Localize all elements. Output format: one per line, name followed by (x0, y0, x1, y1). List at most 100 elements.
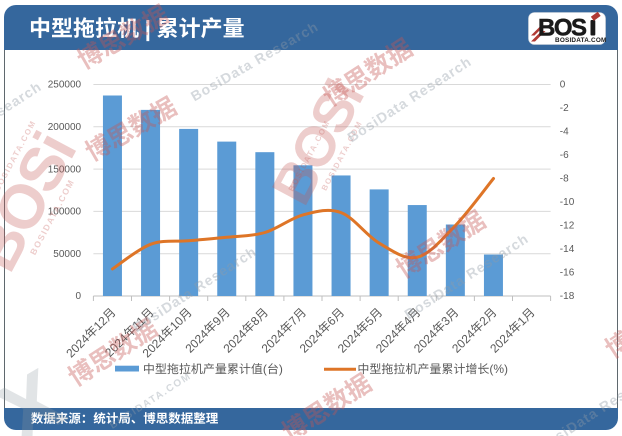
glyph-path (106, 411, 118, 424)
glyph-path (168, 411, 181, 424)
glyph-path (268, 362, 278, 374)
glyph-path (478, 362, 490, 374)
glyph-path (465, 362, 477, 374)
glyph-path (381, 362, 393, 374)
glyph-path (242, 320, 254, 333)
glyph-path (118, 412, 130, 424)
footer-band (4, 407, 618, 430)
logo-slash-2 (531, 30, 546, 41)
glyph-path (509, 320, 521, 333)
glyph-path (318, 320, 331, 333)
glyph-path (369, 307, 382, 321)
glyph-path (470, 320, 483, 333)
label-text: 2024 (102, 330, 131, 359)
glyph-path (204, 320, 216, 333)
glyph-path (407, 307, 420, 321)
label-text: 8 (248, 313, 263, 328)
bar-2024年7月 (293, 164, 313, 296)
glyph-path (30, 17, 50, 38)
legend-bar-swatch (115, 365, 139, 371)
glyph-path (215, 363, 227, 374)
glyph-path (161, 325, 174, 338)
glyph-path (131, 419, 136, 424)
glyph-path (442, 363, 453, 374)
glyph-path (356, 320, 369, 333)
glyph-path (358, 362, 369, 374)
label-text: 2024 (297, 326, 326, 355)
glyph-path (51, 17, 72, 38)
glyph-path (43, 411, 56, 424)
label-text: ) (279, 362, 283, 376)
right-axis-tick-label: -18 (560, 291, 575, 302)
glyph-path (181, 411, 193, 424)
label-text: 2024 (373, 326, 402, 355)
glyph-path (193, 411, 206, 424)
glyph-path (369, 362, 381, 374)
glyph-path (223, 17, 244, 38)
glyph-path (429, 363, 441, 374)
label-text: 2024 (221, 326, 250, 355)
glyph-path (293, 307, 306, 321)
cjk-text (31, 411, 218, 424)
right-axis-tick-label: -6 (560, 150, 569, 161)
label-text: 2 (476, 313, 491, 328)
bar-series (102, 94, 503, 296)
bar-2024年11月 (141, 109, 161, 296)
glyph-path (255, 307, 268, 321)
right-axis-tick-label: -8 (560, 173, 569, 184)
glyph-path (144, 362, 154, 374)
right-axis-tick-label: -12 (560, 220, 575, 231)
glyph-path (56, 411, 68, 424)
label-text: 9 (210, 313, 225, 328)
glyph-path (417, 362, 429, 374)
bar-2024年6月 (331, 174, 351, 296)
label-text: (%) (489, 362, 508, 376)
right-axis-tick-label: -10 (560, 197, 575, 208)
page-title: | (30, 16, 244, 41)
bar-2024年4月 (407, 204, 427, 296)
right-axis-tick-label: -14 (560, 244, 575, 255)
glyph-path (280, 320, 293, 333)
left-axis-tick-label: 250000 (48, 79, 82, 90)
logo-domain-text: BOSIDATA.COM (555, 37, 606, 44)
right-axis-tick-label: -16 (560, 267, 575, 278)
logo-slash-1 (531, 26, 543, 35)
label-text: 7 (286, 313, 301, 328)
logo-i-stem (590, 19, 596, 35)
label-text: 11 (129, 313, 148, 332)
data-source-note (31, 411, 218, 424)
glyph-path (179, 307, 192, 321)
glyph-path (179, 362, 191, 374)
glyph-path (167, 362, 179, 374)
chart-area: 0 50000 100000 150000 200000 250000 0 -2 -4 -6 -8 -… (4, 49, 618, 408)
glyph-path (141, 307, 154, 321)
glyph-path (201, 17, 222, 39)
glyph-path (179, 17, 200, 38)
glyph-path (217, 307, 230, 321)
glyph-path (405, 362, 418, 374)
right-axis-tick-label: 0 (560, 79, 566, 90)
glyph-path (522, 307, 535, 321)
bar-2024年3月 (445, 224, 465, 296)
glyph-path (68, 411, 81, 424)
label-text: 2024 (449, 326, 478, 355)
glyph-path (203, 362, 215, 374)
label-text: 2024 (259, 326, 288, 355)
label-text: | (145, 16, 151, 41)
glyph-path (251, 362, 263, 374)
glyph-path (85, 325, 97, 338)
legend: () (%) (115, 362, 508, 376)
glyph-path (82, 414, 86, 423)
logo-brand-text: BOS (538, 14, 587, 41)
right-axis-labels: 0 -2 -4 -6 -8 -10 -12 -14 -16 -18 (560, 79, 575, 302)
glyph-path (445, 307, 459, 321)
bar-2024年12月 (102, 94, 122, 296)
glyph-path (117, 17, 139, 38)
label-text: 6 (324, 313, 339, 328)
label-text: 2024 (182, 326, 211, 355)
glyph-path (31, 411, 44, 424)
logo-box (528, 11, 606, 45)
left-axis-tick-label: 50000 (53, 248, 81, 259)
left-axis-tick-label: 0 (76, 291, 82, 302)
